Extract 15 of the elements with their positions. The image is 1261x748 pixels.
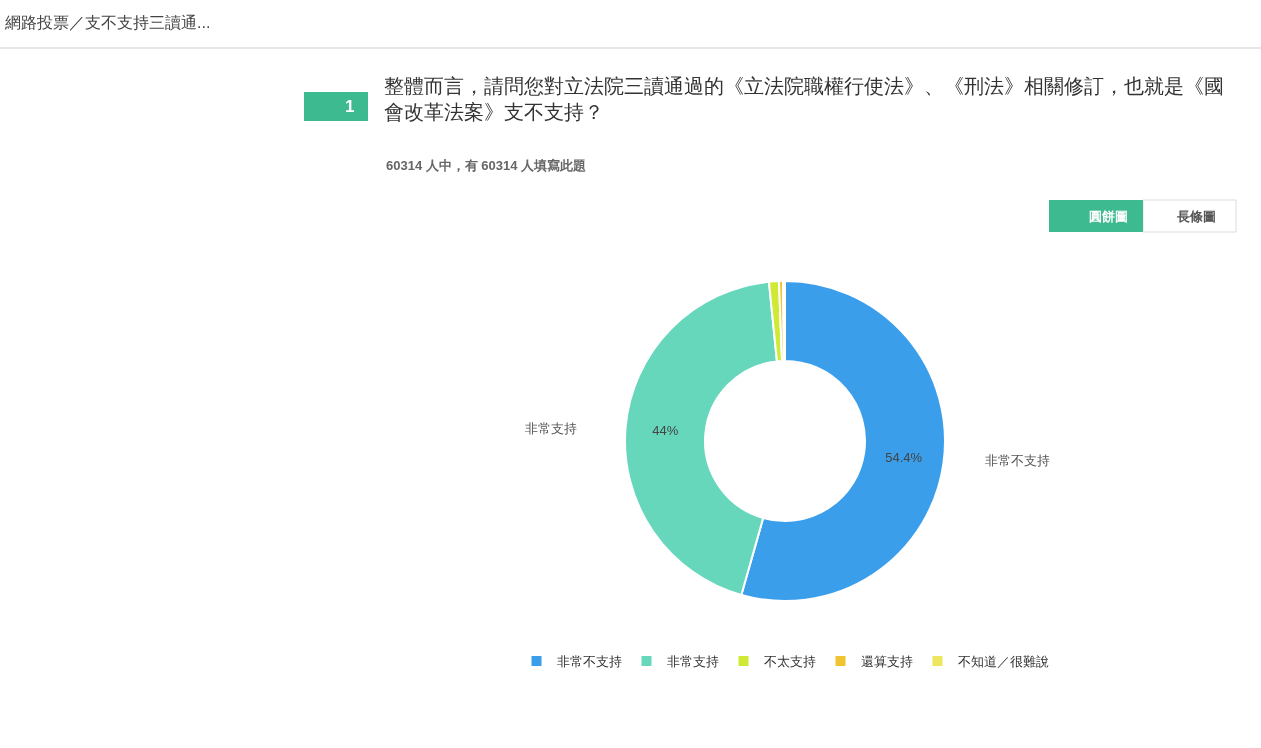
slice-label: 非常支持 bbox=[525, 421, 577, 436]
text: 1 bbox=[345, 97, 355, 116]
legend-label: 非常不支持 bbox=[556, 654, 622, 670]
data-label: 44% bbox=[652, 422, 679, 438]
legend-label: 還算支持 bbox=[860, 654, 913, 670]
text: 圓餅圖 bbox=[1089, 209, 1128, 224]
text: 長條圖 bbox=[1176, 209, 1216, 224]
chart-subtitle: 60314 人中，有 60314 人填寫此題 bbox=[386, 158, 587, 173]
legend-label: 不知道／很難說 bbox=[957, 654, 1049, 670]
text: 網路投票／支不支持三讀通... bbox=[4, 14, 211, 31]
data-label: 54.4% bbox=[885, 450, 923, 466]
legend-label: 不太支持 bbox=[763, 654, 816, 670]
chart-title: 整體而言，請問您對立法院三讀通過的《立法院職權行使法》、《刑法》相關修訂，也就是《國會改革法案》支不支持？ bbox=[384, 75, 1224, 123]
slice-label: 非常不支持 bbox=[985, 453, 1050, 468]
legend-label: 非常支持 bbox=[666, 654, 719, 670]
